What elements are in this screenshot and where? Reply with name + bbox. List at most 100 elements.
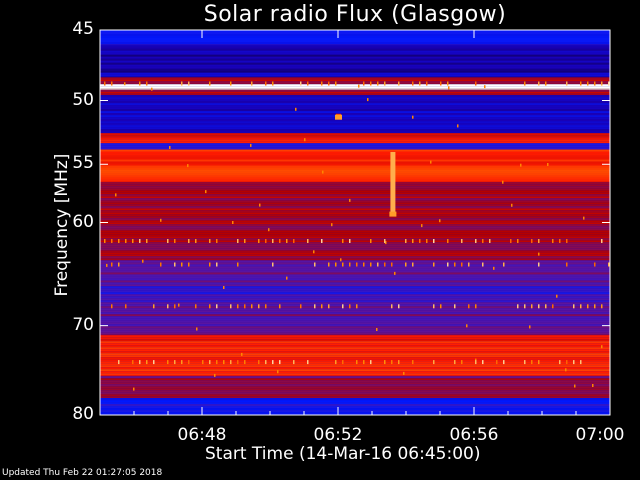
- speckle-mark: [466, 324, 468, 328]
- speckle-mark: [538, 262, 540, 267]
- frequency-band-13: [100, 345, 610, 348]
- speckle-mark: [322, 170, 324, 174]
- frequency-band-9: [100, 192, 610, 195]
- frequency-band-12: [100, 334, 610, 336]
- speckle-mark: [146, 360, 148, 365]
- speckle-mark: [293, 360, 295, 365]
- speckle-mark: [517, 239, 519, 243]
- frequency-band-7: [100, 145, 610, 148]
- speckle-mark: [132, 360, 134, 365]
- speckle-mark: [565, 368, 567, 372]
- speckle-mark: [412, 239, 414, 243]
- speckle-mark: [447, 81, 449, 86]
- frequency-band-2: [100, 81, 610, 84]
- frequency-band-9: [100, 248, 610, 251]
- speckle-mark: [496, 360, 498, 365]
- frequency-band-15: [100, 398, 610, 401]
- speckle-mark: [384, 360, 386, 365]
- frequency-band-9: [100, 210, 610, 213]
- speckle-mark: [118, 262, 120, 267]
- frequency-band-4: [100, 89, 610, 92]
- frequency-band-13: [100, 341, 610, 344]
- speckle-mark: [412, 115, 414, 119]
- speckle-mark: [265, 81, 267, 86]
- frequency-band-10: [100, 282, 610, 285]
- speckle-mark: [307, 81, 309, 86]
- frequency-band-1: [100, 64, 610, 67]
- speckle-mark: [433, 360, 435, 365]
- speckle-mark: [258, 239, 260, 243]
- y-tick-label: 45: [72, 19, 94, 39]
- frequency-band-15: [100, 406, 610, 409]
- frequency-band-11: [100, 300, 610, 303]
- frequency-band-9: [100, 196, 610, 199]
- speckle-mark: [391, 262, 393, 267]
- frequency-band-5: [100, 101, 610, 104]
- frequency-band-11: [100, 294, 610, 297]
- speckle-mark: [124, 82, 126, 86]
- frequency-band-4: [100, 91, 610, 94]
- frequency-band-9: [100, 212, 610, 215]
- frequency-band-1: [100, 68, 610, 71]
- frequency-band-9: [100, 202, 610, 205]
- frequency-band-9: [100, 228, 610, 231]
- frequency-band-10: [100, 266, 610, 269]
- speckle-mark: [356, 262, 358, 267]
- frequency-band-9: [100, 218, 610, 221]
- frequency-band-9: [100, 224, 610, 227]
- speckle-mark: [608, 81, 610, 86]
- speckle-mark: [580, 304, 582, 309]
- speckle-mark: [174, 262, 176, 267]
- speckle-mark: [335, 81, 337, 86]
- x-tick-label: 07:00: [575, 425, 625, 445]
- frequency-band-0: [100, 42, 610, 44]
- speckle-mark: [196, 327, 198, 331]
- speckle-mark: [187, 164, 189, 168]
- speckle-mark: [265, 304, 267, 309]
- frequency-band-14: [100, 386, 610, 389]
- frequency-band-5: [100, 103, 610, 106]
- speckle-mark: [573, 304, 575, 309]
- speckle-mark: [111, 81, 113, 86]
- frequency-band-14: [100, 384, 610, 387]
- speckle-mark: [174, 360, 176, 365]
- frequency-band-5: [100, 117, 610, 120]
- speckle-mark: [104, 81, 106, 86]
- speckle-mark: [545, 304, 547, 309]
- frequency-band-13: [100, 351, 610, 354]
- speckle-mark: [139, 81, 141, 86]
- frequency-band-9: [100, 190, 610, 193]
- frequency-band-9: [100, 204, 610, 207]
- speckle-mark: [482, 239, 484, 243]
- frequency-band-14: [100, 380, 610, 383]
- speckle-mark: [580, 81, 582, 86]
- frequency-band-14: [100, 394, 610, 397]
- frequency-band-8: [100, 165, 610, 168]
- frequency-band-0: [100, 44, 610, 45]
- speckle-mark: [178, 303, 180, 307]
- frequency-band-9: [100, 258, 610, 261]
- speckle-mark: [433, 304, 435, 309]
- frequency-band-9: [100, 214, 610, 217]
- speckle-mark: [419, 239, 421, 243]
- speckle-mark: [286, 239, 288, 243]
- speckle-mark: [328, 304, 330, 309]
- speckle-mark: [377, 262, 379, 267]
- frequency-band-0: [100, 36, 610, 38]
- frequency-band-8: [100, 177, 610, 180]
- speckle-mark: [405, 239, 407, 243]
- speckle-mark: [241, 352, 243, 356]
- speckle-mark: [531, 239, 533, 243]
- frequency-band-8: [100, 161, 610, 164]
- speckle-mark: [223, 286, 225, 289]
- speckle-mark: [111, 239, 113, 243]
- frequency-band-0: [100, 32, 610, 34]
- speckle-mark: [244, 360, 246, 365]
- frequency-band-10: [100, 280, 610, 283]
- frequency-band-13: [100, 375, 610, 377]
- frequency-band-5: [100, 119, 610, 122]
- speckle-mark: [531, 304, 533, 309]
- speckle-mark: [566, 262, 568, 267]
- frequency-band-14: [100, 382, 610, 385]
- speckle-mark: [202, 360, 204, 365]
